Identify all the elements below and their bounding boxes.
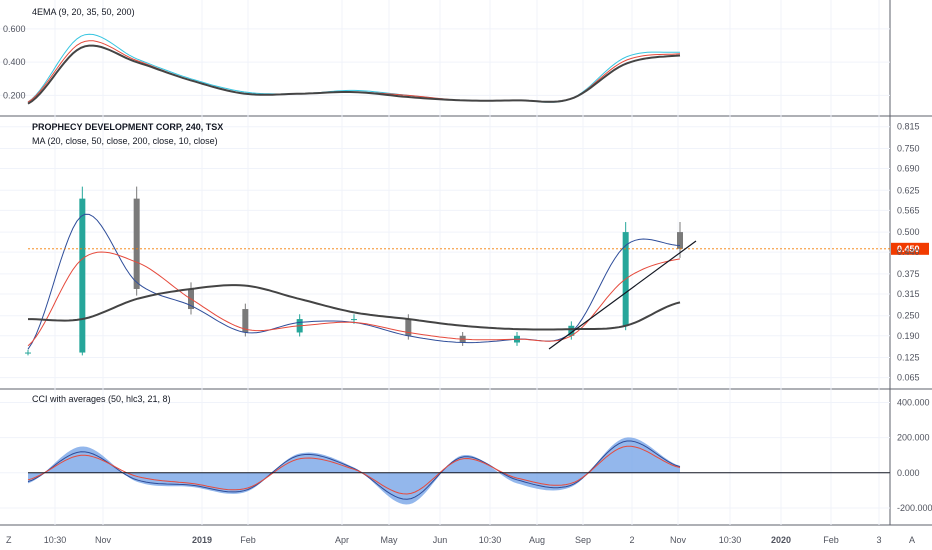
- time-axis-tick: Sep: [575, 535, 591, 545]
- price-axis-tick: 0.250: [897, 311, 920, 321]
- time-axis-tick: Jun: [433, 535, 448, 545]
- time-axis-tick: 10:30: [719, 535, 742, 545]
- last-price-tag: [891, 242, 929, 255]
- ma-line-2[interactable]: [28, 284, 681, 331]
- last-price-tag-label: 0.450: [897, 244, 920, 254]
- ema-axis-tick: 0.600: [3, 24, 26, 34]
- time-axis-tick: 2020: [771, 535, 791, 545]
- time-axis-tick: 3: [876, 535, 881, 545]
- ema-axis-tick: 0.400: [3, 57, 26, 67]
- candle-body[interactable]: [351, 319, 357, 321]
- time-axis-tick: 2: [629, 535, 634, 545]
- ema-indicator-label[interactable]: 4EMA (9, 20, 35, 50, 200): [32, 7, 135, 17]
- cci-axis-tick: 0.000: [897, 468, 920, 478]
- time-axis-tick: Aug: [529, 535, 545, 545]
- price-axis-tick: 0.190: [897, 331, 920, 341]
- cci-axis-tick: 400.000: [897, 398, 930, 408]
- price-axis-tick: 0.065: [897, 373, 920, 383]
- time-axis-tick: 2019: [192, 535, 212, 545]
- ema-axis-tick: 0.200: [3, 90, 26, 100]
- cci-avg-1[interactable]: [27, 440, 681, 500]
- cci-area[interactable]: [28, 437, 680, 505]
- time-axis-tick: Apr: [335, 535, 349, 545]
- ma-indicator-label[interactable]: MA (20, close, 50, close, 200, close, 10…: [32, 136, 218, 146]
- cci-indicator-label[interactable]: CCI with averages (50, hlc3, 21, 8): [32, 394, 171, 404]
- candle-body[interactable]: [79, 198, 86, 353]
- time-axis-tick: Feb: [240, 535, 256, 545]
- time-axis-tick: 10:30: [479, 535, 502, 545]
- axis-labels: 0.600 0.400 0.200 0.815 0.750 0.690 0.625 0.565…: [3, 24, 932, 545]
- price-axis-tick: 0.625: [897, 185, 920, 195]
- price-axis-tick: 0.565: [897, 205, 920, 215]
- time-axis-tick: Nov: [670, 535, 687, 545]
- candle-body[interactable]: [242, 309, 249, 333]
- time-axis-tick: Feb: [823, 535, 839, 545]
- price-axis-tick: 0.315: [897, 289, 920, 299]
- time-axis-tick: Nov: [95, 535, 112, 545]
- ema-line-2[interactable]: [27, 44, 681, 105]
- candle-body[interactable]: [568, 325, 575, 336]
- ma-line-1[interactable]: [27, 251, 681, 347]
- price-axis-tick: 0.500: [897, 227, 920, 237]
- price-axis-tick: 0.815: [897, 122, 920, 132]
- trend-line[interactable]: [548, 240, 697, 350]
- candle-body[interactable]: [25, 352, 31, 354]
- cci-axis-tick: 200.000: [897, 433, 930, 443]
- cci-avg-2[interactable]: [27, 445, 681, 495]
- price-axis-tick: 0.690: [897, 164, 920, 174]
- cci-panel[interactable]: [27, 437, 681, 505]
- price-axis-tick: 0.440: [897, 247, 920, 257]
- gridlines: [0, 0, 890, 525]
- time-axis-tick: A: [909, 535, 915, 545]
- symbol-title[interactable]: PROPHECY DEVELOPMENT CORP, 240, TSX: [32, 122, 223, 132]
- price-axis-tick: 0.125: [897, 353, 920, 363]
- candle-body[interactable]: [677, 232, 683, 249]
- time-axis-tick: May: [380, 535, 398, 545]
- cci-axis-tick: -200.000: [897, 503, 932, 513]
- timezone-label[interactable]: Z: [6, 535, 12, 545]
- candle-body[interactable]: [405, 319, 412, 336]
- time-axis-tick: 10:30: [44, 535, 67, 545]
- price-axis-tick: 0.750: [897, 143, 920, 153]
- candle-body[interactable]: [133, 198, 140, 289]
- price-axis-tick: 0.375: [897, 269, 920, 279]
- ema-panel[interactable]: [27, 33, 681, 105]
